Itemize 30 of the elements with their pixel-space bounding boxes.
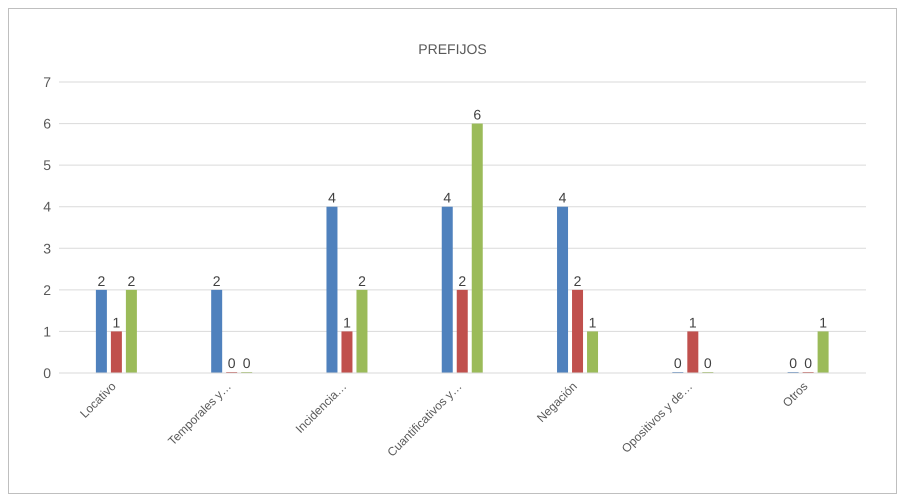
y-tick-label: 5 xyxy=(43,157,52,174)
data-label: 4 xyxy=(443,190,452,206)
y-tick-label: 7 xyxy=(43,74,52,90)
data-label: 2 xyxy=(458,272,466,289)
y-tick-label: 4 xyxy=(43,198,52,215)
data-label: 1 xyxy=(588,314,597,330)
y-tick-label: 2 xyxy=(43,282,52,298)
data-label: 0 xyxy=(674,355,682,371)
data-label: 1 xyxy=(819,314,828,330)
data-label: 1 xyxy=(688,314,697,330)
data-label: 0 xyxy=(242,355,251,371)
data-label: 2 xyxy=(212,272,221,289)
y-tick-label: 3 xyxy=(43,240,52,256)
data-label: 0 xyxy=(228,355,236,371)
data-label: 2 xyxy=(358,272,366,289)
data-label: 1 xyxy=(112,314,120,330)
data-label: 4 xyxy=(328,190,336,206)
data-label: 0 xyxy=(789,355,798,371)
data-label: 4 xyxy=(558,190,567,206)
chart-title: PREFIJOS xyxy=(417,41,488,57)
y-tick-label: 6 xyxy=(43,116,52,132)
data-label: 0 xyxy=(704,355,712,371)
data-label: 2 xyxy=(97,272,106,289)
y-tick-label: 0 xyxy=(43,364,52,381)
y-tick-label: 1 xyxy=(43,323,52,340)
data-label: 6 xyxy=(473,106,482,123)
data-label: 0 xyxy=(804,355,812,371)
data-label: 1 xyxy=(343,314,352,330)
data-label: 2 xyxy=(574,272,582,289)
data-label: 2 xyxy=(127,272,136,289)
